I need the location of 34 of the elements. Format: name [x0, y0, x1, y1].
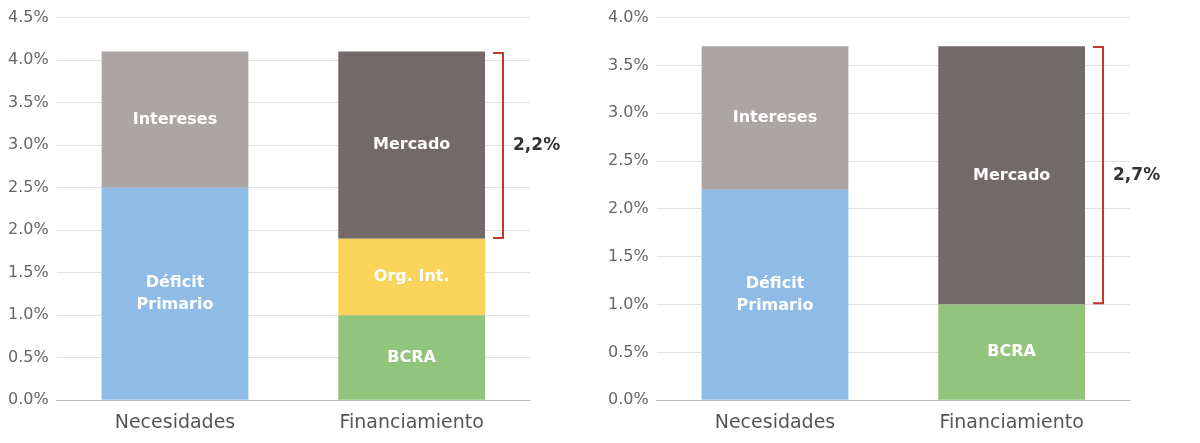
annotation: 2,7% — [1113, 163, 1161, 184]
x-tick-label: Necesidades — [114, 409, 236, 432]
annotation: 2,2% — [513, 133, 561, 154]
series-label: Déficit Primario — [136, 271, 214, 313]
y-tick-label: 3.5% — [7, 91, 49, 111]
x-tick-label: Financiamiento — [939, 409, 1084, 432]
y-tick-label: 0.5% — [7, 346, 49, 366]
series-label: BCRA — [387, 346, 437, 366]
x-tick-label: Financiamiento — [339, 409, 484, 432]
y-tick-label: 4.0% — [7, 49, 49, 69]
y-tick-label: 2.0% — [7, 219, 49, 239]
y-tick-label: 2.0% — [607, 198, 649, 218]
y-tick-label: 3.5% — [607, 54, 649, 74]
series-label: BCRA — [987, 341, 1037, 361]
y-tick-label: 4.0% — [607, 6, 649, 26]
series-label: Mercado — [372, 134, 451, 154]
y-tick-label: 3.0% — [7, 134, 49, 154]
y-tick-label: 1.0% — [7, 304, 49, 324]
series-label: Intereses — [132, 108, 218, 128]
y-tick-label: 0.5% — [607, 341, 649, 361]
y-tick-label: 2.5% — [7, 176, 49, 196]
series-label: Intereses — [732, 107, 818, 127]
series-label: Déficit Primario — [736, 272, 814, 314]
y-tick-label: 1.5% — [7, 261, 49, 281]
x-tick-label: Necesidades — [714, 409, 836, 432]
y-tick-label: 1.0% — [607, 293, 649, 313]
series-label: Mercado — [972, 164, 1051, 184]
y-tick-label: 2.5% — [607, 150, 649, 170]
series-label: Org. Int. — [373, 266, 450, 286]
y-tick-label: 1.5% — [607, 245, 649, 265]
y-tick-label: 3.0% — [607, 102, 649, 122]
y-tick-label: 4.5% — [7, 6, 49, 26]
y-tick-label: 0.0% — [607, 389, 649, 409]
y-tick-label: 0.0% — [7, 389, 49, 409]
